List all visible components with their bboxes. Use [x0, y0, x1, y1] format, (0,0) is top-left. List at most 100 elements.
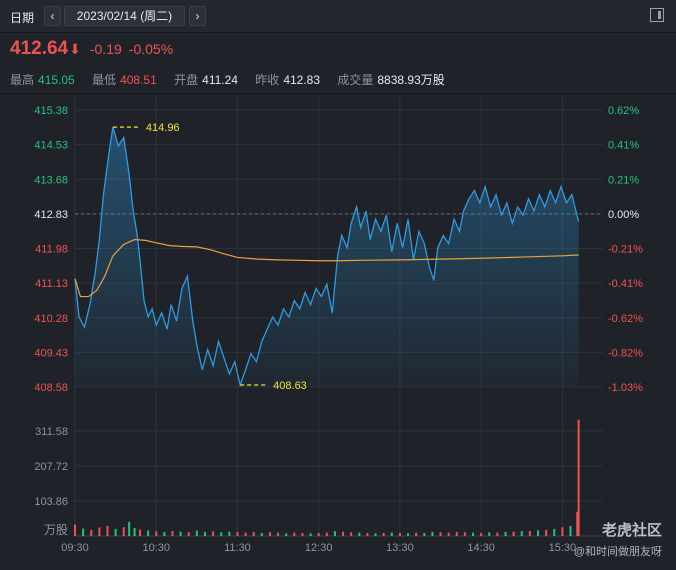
- volume-bar: [325, 532, 328, 536]
- volume-bar: [455, 531, 458, 536]
- price-change-percent: -0.05%: [128, 41, 174, 57]
- volume-bar: [138, 529, 141, 536]
- stat-high-value: 415.05: [38, 73, 75, 87]
- volume-bar: [301, 532, 304, 536]
- divider: [0, 93, 676, 94]
- y-tick-label-pct: -0.41%: [608, 278, 643, 290]
- y-tick-label-pct: 0.62%: [608, 105, 639, 117]
- volume-bar: [488, 532, 491, 536]
- volume-bar: [195, 530, 198, 536]
- volume-bar: [268, 532, 271, 536]
- x-tick-label: 11:30: [224, 542, 251, 554]
- y-tick-label: 412.83: [34, 209, 68, 221]
- volume-bar: [187, 532, 190, 536]
- volume-bar: [577, 419, 580, 536]
- y-tick-label-pct: -1.03%: [608, 382, 643, 394]
- volume-bar: [252, 531, 255, 536]
- volume-bar: [528, 530, 531, 536]
- price-change: -0.19: [89, 41, 122, 57]
- low-annotation: 408.63: [273, 380, 307, 392]
- stat-volume-value: 8838.93万股: [377, 73, 445, 87]
- volume-bar: [244, 532, 247, 536]
- volume-bar: [309, 533, 312, 536]
- volume-bar: [439, 532, 442, 536]
- volume-bar: [82, 528, 85, 536]
- next-day-button[interactable]: ›: [189, 6, 206, 26]
- volume-bar: [179, 531, 182, 536]
- volume-bar: [480, 532, 483, 536]
- y-tick-label-pct: 0.41%: [608, 140, 639, 152]
- x-tick-label: 13:30: [386, 542, 414, 554]
- stat-prev-close-label: 昨收: [255, 73, 280, 87]
- y-tick-label: 410.28: [34, 313, 68, 325]
- volume-bar: [122, 527, 125, 536]
- volume-bar: [155, 531, 158, 536]
- quote-row: 412.64 ⬇ -0.19 -0.05%: [10, 38, 173, 60]
- volume-bar: [293, 532, 296, 536]
- watermark-brand: 老虎社区: [601, 521, 662, 539]
- volume-bar: [553, 528, 556, 536]
- volume-bar: [171, 530, 174, 536]
- last-price: 412.64: [10, 38, 69, 59]
- chevron-left-icon: ‹: [50, 9, 55, 23]
- volume-bar: [74, 524, 76, 536]
- volume-bar: [114, 528, 117, 536]
- panel-expand-icon[interactable]: [650, 8, 664, 22]
- volume-bar: [220, 532, 223, 536]
- prev-day-button[interactable]: ‹: [44, 6, 61, 26]
- x-tick-label: 15:30: [549, 542, 577, 554]
- volume-bar: [106, 525, 109, 536]
- volume-bar: [147, 530, 150, 536]
- volume-bar: [366, 532, 369, 536]
- volume-bar: [358, 532, 361, 536]
- volume-tick-label: 207.72: [34, 461, 68, 473]
- volume-bar: [576, 511, 579, 536]
- volume-bar: [228, 531, 231, 536]
- stat-volume-label: 成交量: [337, 73, 374, 87]
- date-label: 日期: [10, 11, 35, 25]
- volume-bar: [569, 525, 572, 536]
- volume-bar: [463, 532, 466, 536]
- volume-bar: [98, 527, 101, 536]
- date-picker[interactable]: 2023/02/14 (周二): [64, 6, 185, 26]
- y-tick-label-pct: -0.21%: [608, 244, 643, 256]
- x-tick-label: 09:30: [61, 542, 89, 554]
- volume-bar: [415, 532, 418, 536]
- volume-bar: [203, 531, 206, 536]
- volume-bar: [472, 532, 475, 536]
- x-tick-label: 10:30: [142, 542, 170, 554]
- volume-bar: [163, 531, 166, 536]
- stat-low-label: 最低: [92, 73, 117, 87]
- volume-bar: [512, 531, 515, 536]
- volume-bar: [350, 532, 353, 536]
- volume-bar: [504, 531, 507, 536]
- stat-prev-close-value: 412.83: [283, 73, 321, 87]
- volume-bar: [333, 531, 336, 536]
- y-tick-label-pct: 0.00%: [608, 209, 639, 221]
- volume-bar: [545, 529, 548, 536]
- volume-bar: [447, 532, 450, 536]
- price-line: [74, 126, 580, 388]
- volume-bar: [431, 531, 434, 536]
- average-line: [74, 238, 579, 298]
- volume-bar: [133, 527, 136, 536]
- chevron-right-icon: ›: [195, 9, 200, 23]
- volume-bar: [317, 532, 320, 536]
- volume-bar: [382, 532, 385, 536]
- y-tick-label: 409.43: [34, 347, 68, 359]
- volume-bar: [128, 521, 131, 536]
- watermark-slogan: @和时间做朋友呀: [574, 544, 662, 558]
- volume-bar: [496, 532, 499, 536]
- volume-bar: [537, 530, 540, 536]
- volume-bar: [342, 531, 345, 536]
- y-tick-label-pct: 0.21%: [608, 174, 639, 186]
- y-tick-label-pct: -0.62%: [608, 313, 643, 325]
- volume-bar: [212, 531, 215, 536]
- y-tick-label: 414.53: [34, 140, 68, 152]
- volume-bar: [390, 532, 393, 536]
- x-tick-label: 12:30: [305, 542, 333, 554]
- y-tick-label: 411.13: [35, 278, 68, 290]
- volume-bar: [520, 531, 523, 536]
- toolbar: 日期 ‹ 2023/02/14 (周二) ›: [0, 0, 676, 33]
